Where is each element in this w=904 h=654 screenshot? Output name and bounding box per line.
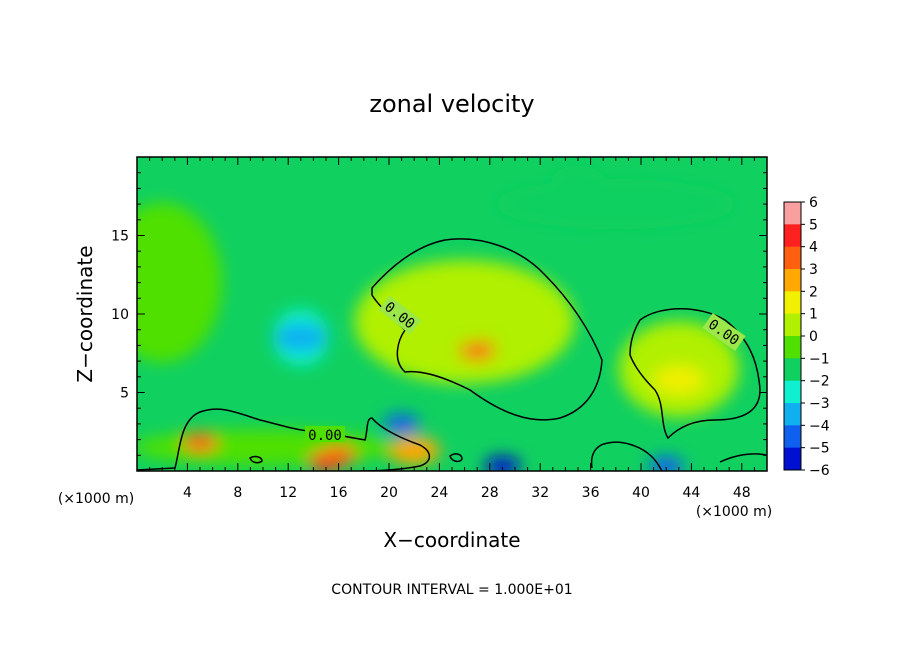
x-tick-label-1: 8 [233, 485, 242, 501]
colorbar-swatch-0 [784, 202, 801, 225]
x-tick-label-10: 44 [682, 485, 700, 501]
x-tick-label-8: 36 [582, 485, 600, 501]
colorbar-label-7: −1 [809, 351, 830, 367]
chart-title: zonal velocity [369, 90, 534, 118]
x-tick-label-0: 4 [183, 485, 192, 501]
x-tick-label-7: 32 [531, 485, 549, 501]
z-axis-ticks: 5 10 15 [111, 172, 767, 456]
field-feature-5 [388, 436, 441, 465]
x-axis-label: X−coordinate [383, 528, 520, 552]
colorbar-swatch-5 [784, 313, 801, 337]
field-feature-12 [552, 166, 604, 195]
colorbar-swatch-1 [784, 224, 801, 248]
zero-contour-edge [719, 453, 767, 463]
zero-contour-right-lower [590, 441, 663, 471]
zero-contour-upper [371, 238, 603, 421]
velocity-field [137, 157, 767, 471]
colorbar-swatch-3 [784, 269, 801, 292]
zero-contours [137, 238, 767, 471]
field-feature-11 [137, 252, 189, 282]
field-feature-8 [383, 414, 420, 434]
field-feature-6 [182, 432, 218, 453]
colorbar-swatch-11 [784, 447, 801, 471]
zero-contour-small-2 [249, 455, 263, 464]
x-tick-label-4: 20 [380, 485, 398, 501]
z-tick-label-0: 5 [120, 386, 129, 402]
z-tick-label-2: 15 [111, 229, 129, 245]
x-scale-note-left: (×1000 m) [58, 491, 134, 507]
colorbar-label-11: −5 [809, 441, 830, 457]
field-feature-10 [648, 456, 685, 471]
colorbar-swatch-9 [784, 403, 801, 426]
z-tick-label-1: 10 [111, 307, 129, 323]
x-tick-label-11: 48 [733, 485, 751, 501]
colorbar-swatch-8 [784, 380, 801, 404]
colorbar-swatch-10 [784, 425, 801, 449]
colorbar-label-2: 4 [809, 240, 818, 256]
colorbar-label-12: −6 [809, 463, 830, 479]
velocity-features [137, 166, 739, 471]
field-feature-0 [459, 340, 496, 361]
colorbar-label-4: 2 [809, 284, 818, 300]
zero-contour-right [629, 308, 761, 440]
x-tick-label-5: 24 [430, 485, 448, 501]
colorbar-swatch-2 [784, 246, 801, 270]
field-feature-7 [274, 323, 327, 352]
x-axis-ticks: 4 8 12 16 20 24 28 32 36 40 44 48 [149, 157, 755, 501]
x-tick-label-6: 28 [481, 485, 499, 501]
colorbar-label-8: −2 [809, 374, 830, 390]
colorbar: 6 5 4 3 2 1 0 −1 −2 −3 −4 −5 −6 [783, 195, 830, 479]
colorbar-label-10: −4 [809, 418, 830, 434]
colorbar-label-0: 6 [809, 195, 818, 211]
zero-contour-lower [137, 408, 431, 471]
field-feature-9 [484, 456, 521, 471]
x-scale-note-right: (×1000 m) [696, 504, 772, 520]
contour-interval-note: CONTOUR INTERVAL = 1.000E+01 [331, 582, 572, 598]
x-tick-label-2: 12 [279, 485, 297, 501]
colorbar-label-5: 1 [809, 307, 818, 323]
z-axis-label: Z−coordinate [73, 245, 97, 382]
colorbar-label-1: 5 [809, 217, 818, 233]
colorbar-label-6: 0 [809, 329, 818, 345]
colorbar-swatch-7 [784, 358, 801, 382]
x-tick-label-9: 40 [632, 485, 650, 501]
contour-label-lower: 0.00 [308, 428, 342, 444]
colorbar-swatch-4 [784, 291, 801, 315]
field-region-3 [137, 202, 223, 363]
colorbar-label-9: −3 [809, 396, 830, 412]
colorbar-label-3: 3 [809, 262, 818, 278]
field-feature-2 [652, 365, 705, 395]
field-feature-1 [438, 315, 491, 345]
field-feature-4 [320, 445, 357, 466]
colorbar-swatch-6 [784, 336, 801, 359]
field-region-4 [495, 179, 736, 230]
zero-contour-small [449, 453, 463, 463]
x-tick-label-3: 16 [330, 485, 348, 501]
